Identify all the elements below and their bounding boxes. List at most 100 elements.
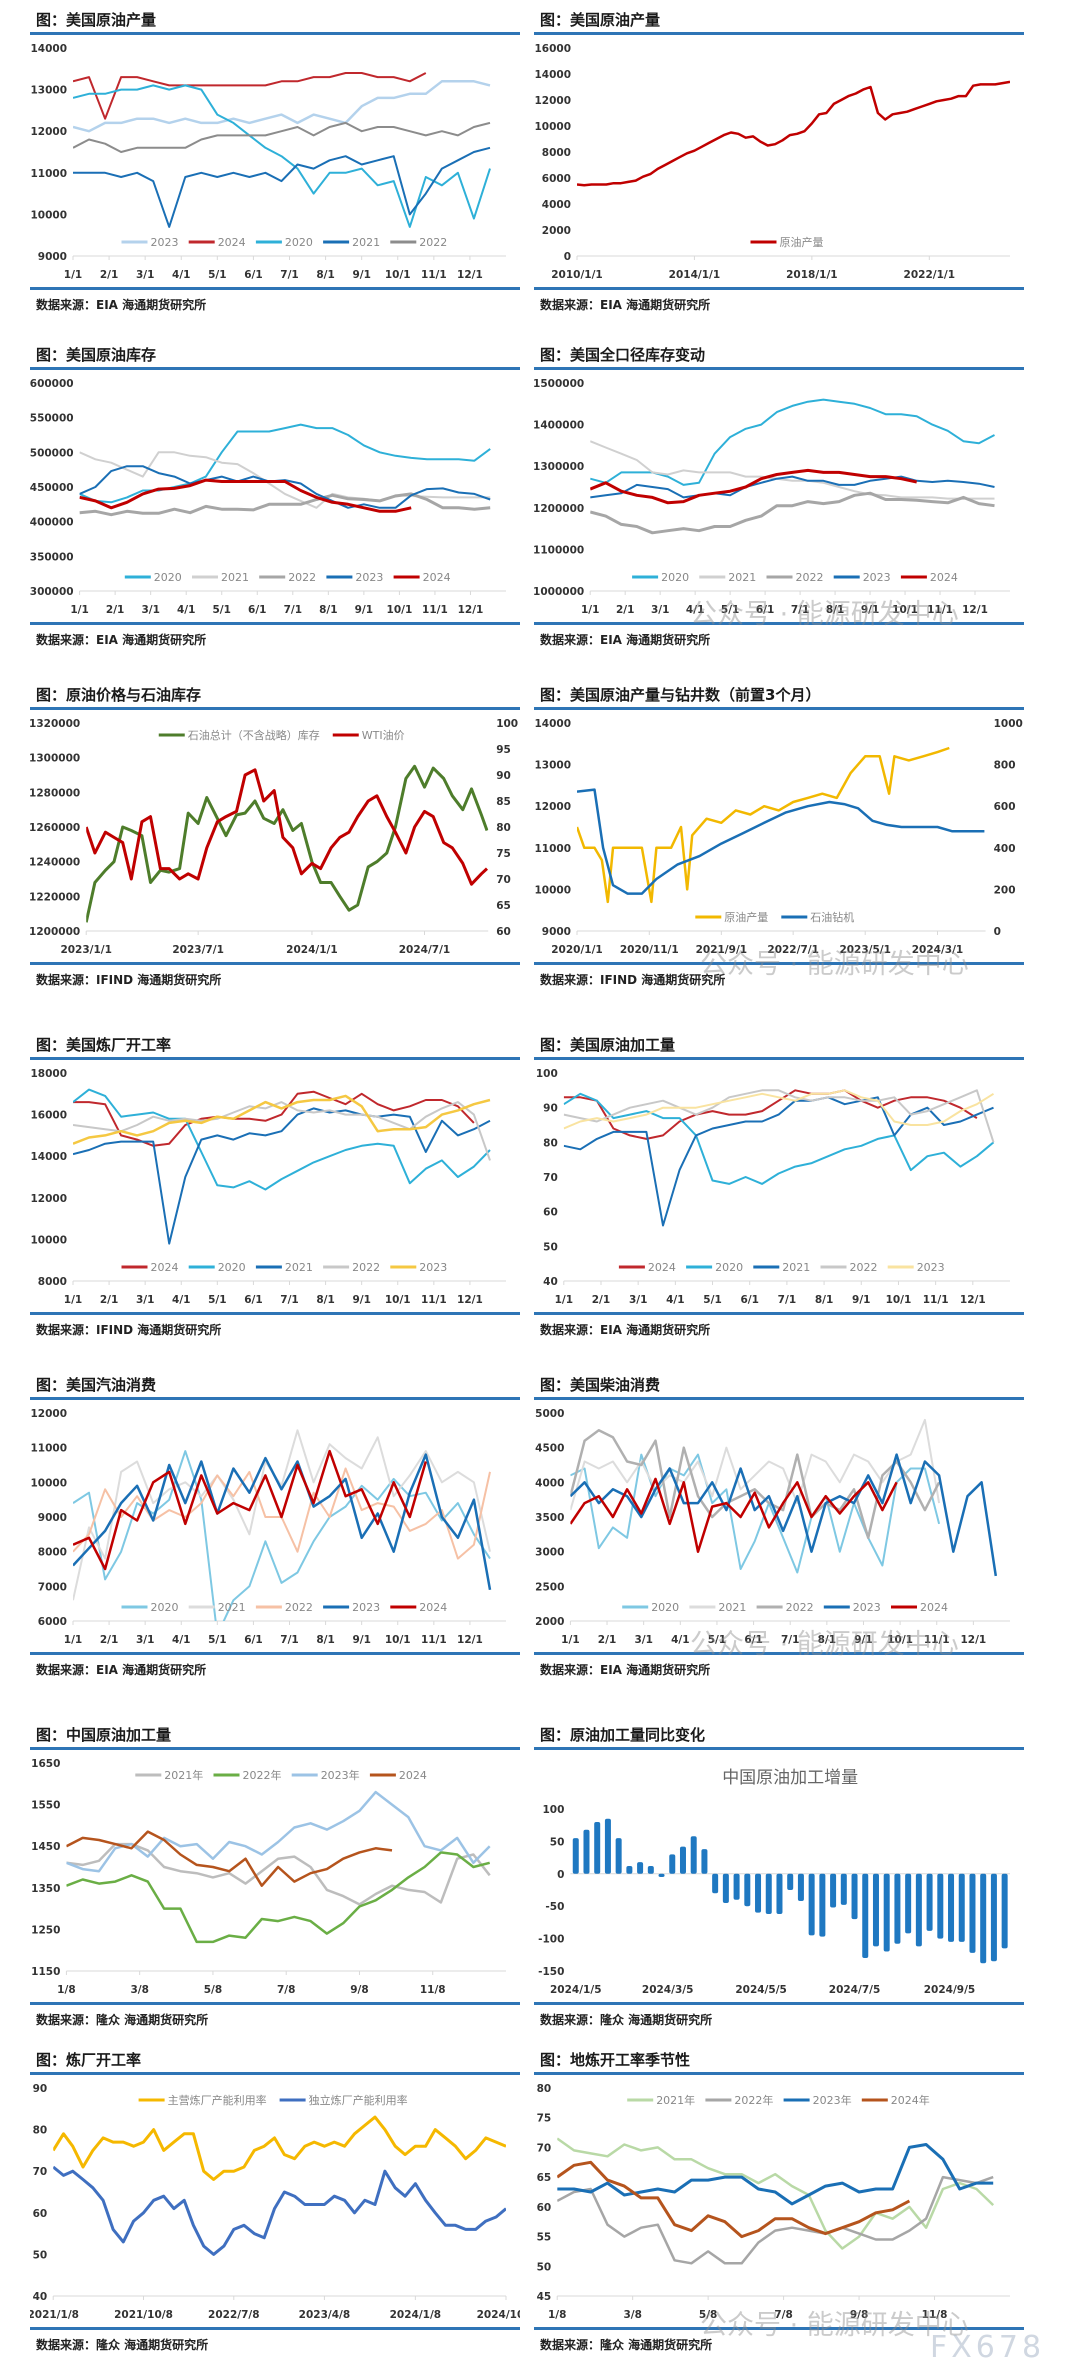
- panel-title: 图：美国原油库存: [36, 346, 157, 364]
- legend: 2024 2020 2021 2022 2023: [618, 1261, 945, 1274]
- y-tick-label: 65: [537, 2172, 552, 2184]
- y-tick-label: 12000: [534, 801, 571, 813]
- x-tick-label: 2/1: [592, 1294, 610, 1306]
- y-tick-label: 1320000: [30, 718, 80, 730]
- data-source: 数据来源：EIA 海通期货研究所: [540, 1323, 711, 1337]
- bar: [626, 1866, 633, 1874]
- x-tick-label: 2020/11/1: [620, 944, 679, 956]
- y-tick-label: 16000: [30, 1110, 67, 1122]
- x-tick-label: 1/1: [70, 604, 88, 616]
- y-tick-label: 70: [33, 2166, 48, 2178]
- series-line: [73, 146, 491, 228]
- bar: [594, 1821, 601, 1874]
- x-tick-label: 6/1: [740, 1294, 758, 1306]
- y2-tick-label: 0: [994, 926, 1001, 938]
- bar: [701, 1849, 708, 1874]
- bar: [776, 1873, 783, 1914]
- chart-panel: 图：美国全口径库存变动 1500000 1400000 1300000 1200000 1…: [534, 340, 1024, 650]
- x-tick-label: 11/1: [924, 1634, 950, 1646]
- x-tick-label: 7/1: [791, 604, 809, 616]
- series-line: [557, 2143, 994, 2206]
- legend-label: 2021: [718, 1601, 746, 1614]
- y-tick-label: 2000: [542, 225, 571, 237]
- legend-label: 2023年: [321, 1768, 360, 1782]
- x-tick-label: 9/1: [352, 1294, 370, 1306]
- x-tick-label: 8/1: [818, 1634, 836, 1646]
- y-tick-label: 18000: [30, 1068, 67, 1080]
- y2-tick-label: 75: [496, 848, 511, 860]
- legend-label: 2021: [782, 1261, 810, 1274]
- y2-tick-label: 90: [496, 770, 511, 782]
- series-line: [86, 768, 489, 886]
- x-tick-label: 4/1: [172, 1294, 190, 1306]
- divider: [30, 367, 520, 370]
- x-tick-label: 1/1: [64, 1634, 82, 1646]
- x-tick-label: 5/1: [208, 269, 226, 281]
- y-tick-label: 5000: [535, 1408, 564, 1420]
- y-tick-label: 1450: [31, 1841, 60, 1853]
- y-tick-label: 6000: [542, 173, 571, 185]
- series-line: [79, 423, 491, 504]
- legend-label: 2020: [154, 571, 182, 584]
- x-tick-label: 7/1: [778, 1294, 796, 1306]
- y-tick-label: 13000: [30, 85, 67, 97]
- y-tick-label: 600000: [30, 378, 74, 390]
- y-tick-label: 1240000: [30, 857, 80, 869]
- data-source: 数据来源：EIA 海通期货研究所: [36, 1663, 207, 1677]
- x-tick-label: 4/1: [686, 604, 704, 616]
- series-line: [563, 1092, 995, 1185]
- x-tick-label: 3/1: [136, 1634, 154, 1646]
- divider: [30, 1747, 520, 1750]
- bar: [765, 1873, 772, 1914]
- legend: 原油产量 石油钻机: [695, 910, 854, 924]
- x-tick-label: 9/1: [355, 604, 373, 616]
- bar: [840, 1873, 847, 1905]
- legend: 2020 2021 2022 2023 2024: [121, 1601, 447, 1614]
- chart: 1650 1550 1450 1350 1250 1150 1/8 3/8 5/8 7/8 9/8 1…: [31, 1758, 506, 1996]
- legend-label: 2024年: [891, 2093, 930, 2107]
- series-line: [563, 1089, 978, 1140]
- legend: 2021年 2022年 2023年 2024: [135, 1768, 427, 1782]
- x-tick-label: 7/1: [781, 1634, 799, 1646]
- x-tick-label: 10/1: [385, 1294, 411, 1306]
- x-tick-label: 12/1: [457, 269, 483, 281]
- x-tick-label: 5/8: [699, 2309, 717, 2321]
- panel-title: 图：原油加工量同比变化: [540, 1726, 706, 1744]
- y-tick-label: 12000: [30, 126, 67, 138]
- x-tick-label: 10/1: [887, 1634, 913, 1646]
- chart-panel: 图：地炼开工率季节性 80 75 70 65 60 55 50 45 1/8 3/8 5/8 7/8 9/…: [534, 2045, 1024, 2355]
- y-tick-label: 10000: [534, 884, 571, 896]
- x-tick-label: 10/1: [385, 269, 411, 281]
- x-tick-label: 3/1: [136, 269, 154, 281]
- x-tick-label: 2021/10/8: [114, 2309, 173, 2321]
- y-tick-label: 4000: [535, 1477, 564, 1489]
- x-tick-label: 8/1: [316, 1294, 334, 1306]
- x-tick-label: 1/8: [548, 2309, 566, 2321]
- x-tick-label: 12/1: [458, 604, 484, 616]
- panel-title: 图：美国原油产量与钻井数（前置3个月）: [540, 686, 821, 704]
- y-tick-label: 4500: [535, 1443, 564, 1455]
- panel-title: 图：炼厂开工率: [36, 2051, 142, 2069]
- y-tick-label: 10000: [30, 1477, 67, 1489]
- bar: [583, 1829, 590, 1874]
- panel-title: 图：美国原油加工量: [540, 1036, 676, 1054]
- x-tick-label: 6/1: [248, 604, 266, 616]
- y2-tick-label: 65: [496, 900, 511, 912]
- x-tick-label: 2023/5/1: [839, 944, 891, 956]
- series-line: [86, 764, 489, 923]
- legend-label: 2020: [151, 1601, 179, 1614]
- x-tick-label: 6/1: [744, 1634, 762, 1646]
- y-tick-label: 16000: [534, 43, 571, 55]
- x-tick-label: 4/1: [671, 1634, 689, 1646]
- series-line: [79, 478, 412, 513]
- legend-label: 2021: [221, 571, 249, 584]
- series-line: [73, 1090, 475, 1147]
- y-tick-label: 1300000: [534, 461, 584, 473]
- y-tick-label: 2000: [535, 1616, 564, 1628]
- bar: [658, 1873, 665, 1878]
- divider: [534, 1747, 1024, 1750]
- legend-label: 2020: [661, 571, 689, 584]
- chart: 14000 13000 12000 11000 10000 9000 1000 800 600 4…: [534, 718, 1022, 956]
- chart-panel: 图：原油价格与石油库存 1320000 1300000 1280000 1260000 1…: [30, 680, 520, 990]
- x-tick-label: 2021/1/8: [30, 2309, 79, 2321]
